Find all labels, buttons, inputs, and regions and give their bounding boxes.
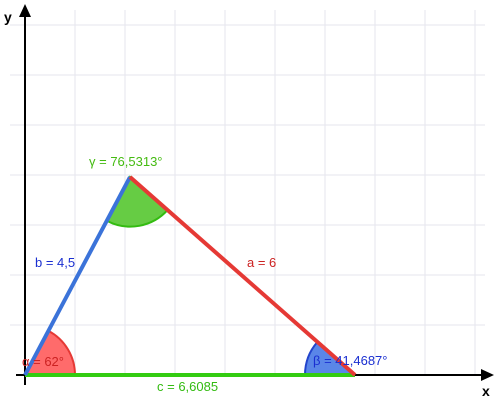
angle-gamma-label: γ = 76,5313° — [89, 154, 163, 169]
x-axis-arrow — [481, 369, 494, 381]
side-b — [23, 176, 132, 376]
grid — [10, 10, 485, 375]
y-axis-label: y — [4, 9, 12, 25]
angle-beta-label: β = 41,4687° — [313, 353, 387, 368]
x-axis-label: x — [482, 383, 490, 399]
side-c-label: c = 6,6085 — [157, 379, 218, 394]
y-axis-arrow — [19, 4, 31, 17]
side-a-label: a = 6 — [247, 255, 276, 270]
angle-alpha-label: α = 62° — [22, 354, 64, 369]
side-a — [128, 175, 357, 377]
axes — [16, 4, 494, 385]
side-b-label: b = 4,5 — [35, 255, 75, 270]
angle-gamma-sector — [106, 175, 169, 228]
